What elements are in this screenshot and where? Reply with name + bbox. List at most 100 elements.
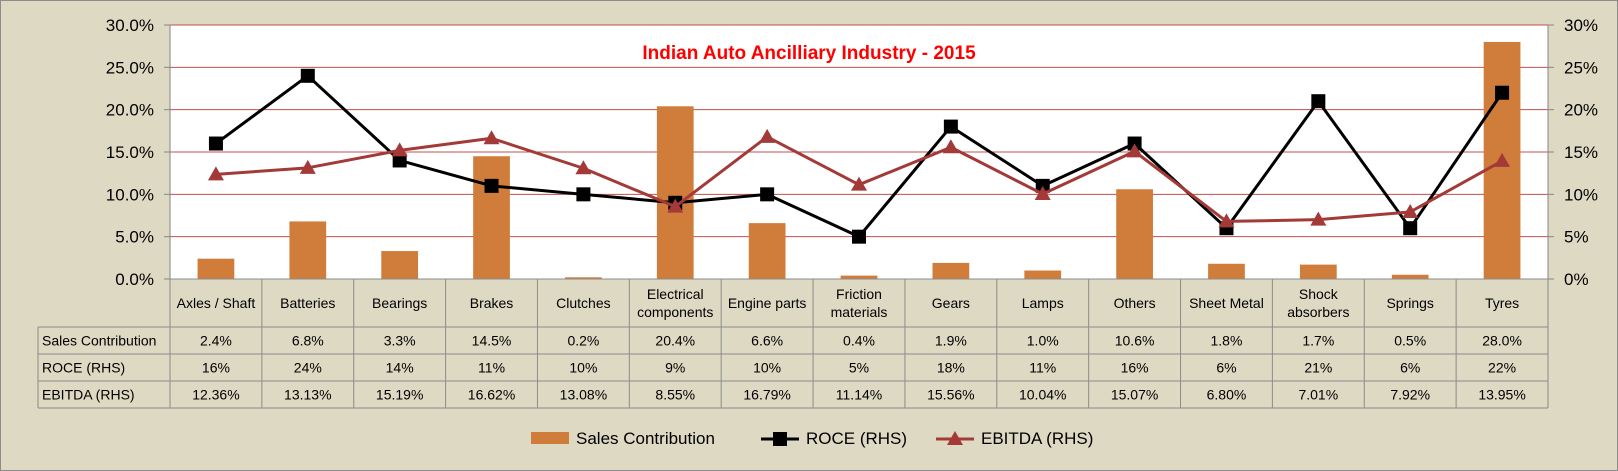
table-cell: 1.0% — [1027, 333, 1059, 349]
point — [1218, 213, 1235, 228]
y-left-tick-label: 20.0% — [106, 101, 154, 120]
legend-swatch — [531, 432, 569, 444]
point — [1126, 143, 1143, 158]
y-left-tick-label: 5.0% — [115, 228, 154, 247]
bar — [1391, 274, 1429, 279]
y-right-tick-label: 30% — [1564, 16, 1598, 35]
category-label: Bearings — [372, 295, 427, 311]
sales-bars — [197, 41, 1521, 279]
legend-label: Sales Contribution — [576, 429, 715, 448]
y-left-tick-label: 30.0% — [106, 16, 154, 35]
category-label: Batteries — [280, 295, 335, 311]
point — [300, 68, 315, 83]
table-cell: 15.56% — [927, 387, 974, 403]
table-cell: 0.2% — [567, 333, 599, 349]
table-cell: 16.79% — [743, 387, 790, 403]
y-right-tick-label: 20% — [1564, 101, 1598, 120]
bar — [1208, 263, 1245, 279]
point — [943, 119, 958, 134]
point — [391, 142, 408, 157]
point — [576, 187, 591, 202]
table-cell: 22% — [1488, 360, 1516, 376]
point — [942, 139, 959, 154]
table-cell: 16% — [202, 360, 230, 376]
category-label: Electrical — [647, 286, 704, 302]
table-cell: 11% — [478, 360, 505, 376]
data-table: Axles / Shaft Batteries Bearings Brakes Clut… — [37, 278, 1549, 409]
category-label: Shock — [1299, 286, 1339, 302]
table-cell: 8.55% — [655, 387, 695, 403]
table-cell: 10% — [569, 360, 597, 376]
category-label: Others — [1114, 295, 1156, 311]
legend: Sales Contribution ROCE (RHS) EBITDA (RHS) — [531, 429, 1093, 448]
category-label: Axles / Shaft — [177, 295, 256, 311]
point — [392, 153, 407, 168]
table-cell: 10.6% — [1115, 333, 1155, 349]
table-cell: 5% — [849, 360, 869, 376]
category-label: Tyres — [1485, 295, 1519, 311]
legend-marker — [773, 432, 787, 446]
point — [207, 166, 224, 181]
table-cell: 16.62% — [468, 387, 515, 403]
bar — [932, 262, 970, 279]
bar — [381, 251, 419, 279]
table-cell: 15.19% — [376, 387, 423, 403]
table-cell: 7.01% — [1298, 387, 1338, 403]
y-right-tick-label: 0% — [1564, 270, 1589, 289]
category-label: Engine parts — [728, 295, 807, 311]
point — [851, 176, 867, 191]
point — [575, 160, 592, 175]
point — [299, 159, 316, 174]
category-label: Clutches — [556, 295, 610, 311]
table-cell: 0.5% — [1394, 333, 1426, 349]
point — [1494, 152, 1511, 167]
y-left-tick-label: 10.0% — [106, 185, 154, 204]
bar — [1116, 189, 1153, 279]
bar — [748, 223, 786, 279]
y-right-tick-label: 5% — [1564, 228, 1589, 247]
point — [1034, 185, 1051, 200]
category-label: Lamps — [1022, 295, 1064, 311]
table-cell: 9% — [665, 360, 685, 376]
point — [760, 187, 775, 202]
table-cell: 2.4% — [200, 333, 232, 349]
y-right-tick-label: 25% — [1564, 58, 1598, 77]
table-cell: 6% — [1216, 360, 1236, 376]
bar — [656, 106, 694, 279]
bar — [565, 277, 602, 279]
point — [1310, 211, 1327, 226]
table-cell: 13.95% — [1478, 387, 1525, 403]
table-cell: 21% — [1304, 360, 1332, 376]
category-label: Springs — [1386, 295, 1433, 311]
table-cell: 7.92% — [1390, 387, 1430, 403]
table-cell: 15.07% — [1111, 387, 1158, 403]
point — [483, 130, 500, 145]
point — [667, 198, 684, 213]
table-cell: 20.4% — [655, 333, 695, 349]
table-cell: 1.8% — [1211, 333, 1243, 349]
table-cell: 10% — [753, 360, 781, 376]
bar — [289, 221, 327, 279]
bar — [473, 156, 510, 279]
table-cell: 28.0% — [1482, 333, 1522, 349]
point — [759, 128, 776, 143]
table-row-label: ROCE (RHS) — [42, 360, 125, 376]
category-label: components — [637, 304, 713, 320]
category-label: Friction — [836, 286, 882, 302]
category-label: Sheet Metal — [1189, 295, 1264, 311]
table-cell: 11% — [1029, 360, 1056, 376]
table-cell: 3.3% — [384, 333, 416, 349]
bar — [1299, 264, 1337, 279]
y-right-tick-label: 10% — [1564, 185, 1598, 204]
series-lines — [207, 68, 1511, 244]
point — [1495, 85, 1510, 100]
bar — [840, 275, 878, 279]
y-left-tick-label: 15.0% — [106, 143, 154, 162]
chart-title: Indian Auto Ancilliary Industry - 2015 — [642, 43, 976, 64]
bar — [197, 258, 235, 279]
legend-marker — [947, 431, 963, 445]
point — [484, 178, 499, 193]
legend-label: ROCE (RHS) — [806, 429, 907, 448]
point — [1402, 203, 1419, 218]
